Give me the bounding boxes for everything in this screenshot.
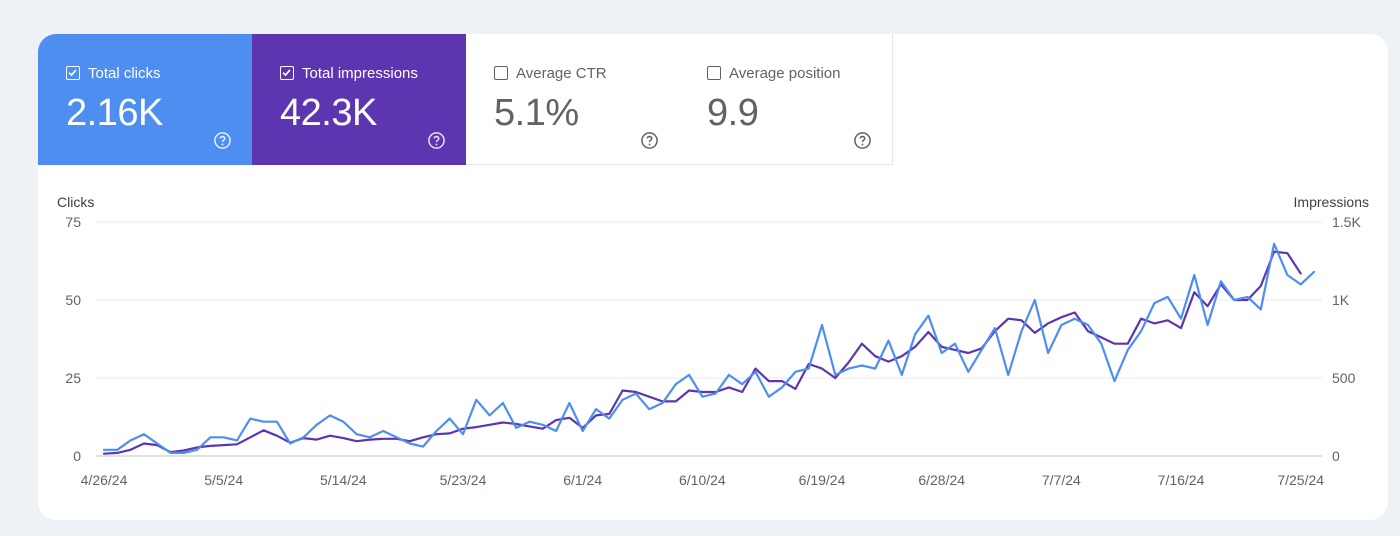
left-tick-label: 75 xyxy=(65,214,81,230)
checkbox-checked-icon[interactable] xyxy=(280,66,294,80)
x-tick-label: 5/23/24 xyxy=(440,472,487,488)
metric-tile-total-clicks[interactable]: Total clicks 2.16K xyxy=(38,34,252,165)
performance-chart: Clicks Impressions 0 0 25 500 50 1K 75 1.5K 4/26… xyxy=(38,165,1388,520)
x-tick-label: 7/16/24 xyxy=(1158,472,1205,488)
x-tick-label: 6/28/24 xyxy=(918,472,965,488)
metric-value: 9.9 xyxy=(707,92,759,134)
checkbox-unchecked-icon[interactable] xyxy=(494,66,508,80)
metric-tile-total-impressions[interactable]: Total impressions 42.3K xyxy=(252,34,466,165)
help-icon[interactable] xyxy=(213,131,232,150)
x-tick-label: 7/7/24 xyxy=(1042,472,1081,488)
series-lines xyxy=(102,242,1316,455)
right-tick-label: 0 xyxy=(1332,448,1340,464)
gridlines xyxy=(96,221,1322,457)
x-tick-label: 6/10/24 xyxy=(679,472,726,488)
left-tick-label: 0 xyxy=(73,448,81,464)
metric-value: 5.1% xyxy=(494,92,579,134)
left-tick-label: 25 xyxy=(65,370,81,386)
metric-label: Average CTR xyxy=(516,64,607,82)
right-tick-label: 1.5K xyxy=(1332,214,1361,230)
series-line-total-clicks xyxy=(102,242,1316,454)
x-tick-label: 5/5/24 xyxy=(204,472,243,488)
metric-label: Total clicks xyxy=(88,64,161,82)
x-tick-label: 4/26/24 xyxy=(81,472,128,488)
help-icon[interactable] xyxy=(853,131,872,150)
axis-ticks: 0 0 25 500 50 1K 75 1.5K 4/26/24 5/5/24 5/14/24 5/2… xyxy=(65,214,1361,488)
right-tick-label: 500 xyxy=(1332,370,1356,386)
performance-card: Total clicks 2.16K Total impressions 42.… xyxy=(38,34,1388,520)
metric-label: Total impressions xyxy=(302,64,418,82)
x-tick-label: 7/25/24 xyxy=(1277,472,1324,488)
metric-value: 42.3K xyxy=(280,92,377,134)
x-tick-label: 5/14/24 xyxy=(320,472,367,488)
right-axis-title: Impressions xyxy=(1294,194,1369,210)
right-tick-label: 1K xyxy=(1332,292,1350,308)
x-tick-label: 6/1/24 xyxy=(563,472,602,488)
metric-value: 2.16K xyxy=(66,92,163,134)
line-chart: Clicks Impressions 0 0 25 500 50 1K 75 1.5K 4/26… xyxy=(57,194,1369,488)
series-line-total-impressions xyxy=(102,250,1302,455)
help-icon[interactable] xyxy=(427,131,446,150)
checkbox-unchecked-icon[interactable] xyxy=(707,66,721,80)
help-icon[interactable] xyxy=(640,131,659,150)
metric-tile-average-position[interactable]: Average position 9.9 xyxy=(679,34,893,165)
left-tick-label: 50 xyxy=(65,292,81,308)
metric-label: Average position xyxy=(729,64,841,82)
x-tick-label: 6/19/24 xyxy=(799,472,846,488)
left-axis-title: Clicks xyxy=(57,194,94,210)
metric-tile-average-ctr[interactable]: Average CTR 5.1% xyxy=(466,34,680,165)
checkbox-checked-icon[interactable] xyxy=(66,66,80,80)
